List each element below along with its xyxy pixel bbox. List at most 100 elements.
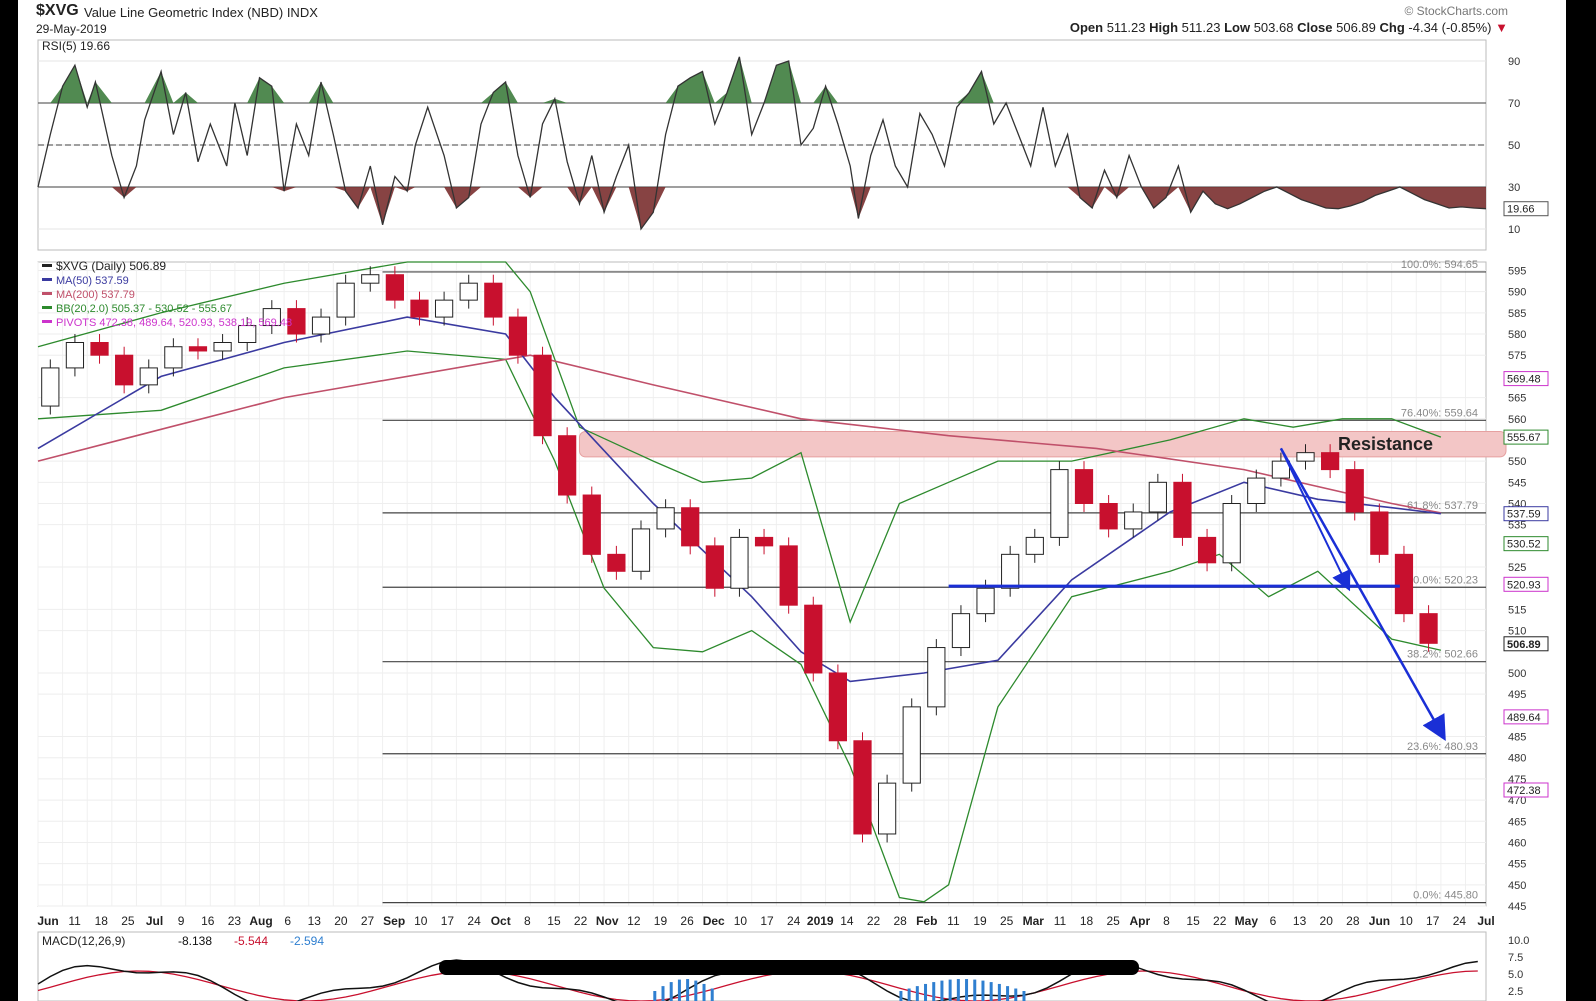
candle-body [533,354,552,437]
x-tick-label: 20 [1320,914,1334,928]
candle-body [804,604,823,674]
candle-body [1394,553,1414,615]
macd-histogram-bar [710,988,714,1001]
x-tick-label: Jun [1369,914,1390,928]
x-tick-label: 8 [524,914,531,928]
legend-swatch [42,320,52,323]
candle-body [607,553,626,572]
x-tick-label: 10 [734,914,748,928]
bollinger-lower-line [37,350,1442,903]
x-tick-label: 8 [1163,914,1170,928]
candle-body [828,672,848,742]
x-tick-label: 25 [121,914,135,928]
candle-body [1370,511,1389,555]
candle-body [262,308,281,327]
x-tick-label: 15 [547,914,561,928]
x-tick-label: 18 [1080,914,1094,928]
price-tick-label: 500 [1508,668,1526,680]
candle-body [41,367,60,407]
x-tick-label: 9 [178,914,185,928]
chart-frame: $XVG Value Line Geometric Index (NBD) IN… [18,0,1566,1001]
x-tick-label: Jul [1477,914,1494,928]
candle-body [188,346,208,352]
rsi-tick-label: 90 [1508,56,1520,68]
price-tick-label: 565 [1508,393,1526,405]
price-value-tag-label: 537.59 [1507,509,1541,521]
resistance-label: Resistance [1338,434,1433,454]
candle-body [361,274,380,284]
candle-body [754,536,774,547]
ohlc-readout: Open 511.23 High 511.23 Low 503.68 Close… [1070,20,1508,35]
candle-body [927,647,946,708]
price-tick-label: 580 [1508,329,1526,341]
candle-body [1099,503,1118,530]
index-name: Value Line Geometric Index (NBD) [84,5,284,20]
x-tick-label: Nov [596,914,619,928]
candle-body [1124,511,1143,530]
candle-body [558,435,577,496]
chg-value: -4.34 (-0.85%) [1408,20,1492,35]
x-tick-label: 11 [947,914,960,928]
price-value-tag [1503,536,1549,552]
macd-histogram-bar [669,982,673,1001]
rsi-tick-label: 30 [1508,182,1520,194]
x-tick-label: 15 [1186,914,1200,928]
rsi-tick-label: 10 [1508,224,1520,236]
x-tick-label: 10 [1399,914,1413,928]
price-value-tag [1503,576,1549,592]
close-label: Close [1297,20,1333,35]
x-tick-label: 6 [284,914,291,928]
open-value: 511.23 [1106,20,1146,35]
home-indicator-bar [439,960,1139,975]
x-tick-label: 17 [1426,914,1440,928]
x-tick-label: 14 [840,914,854,928]
rsi-tick-label: 70 [1508,98,1520,110]
macd-tick-label: 5.0 [1508,969,1523,981]
macd-histogram-bar [686,979,690,1001]
x-tick-label: Dec [703,914,725,928]
breakdown-arrow [1280,447,1351,592]
candle-body [287,308,306,335]
macd-tick-label: 10.0 [1508,935,1529,947]
candle-body [779,545,798,606]
x-tick-label: Mar [1023,914,1045,928]
open-label: Open [1069,20,1104,35]
macd-histogram-bar [956,979,960,1001]
candle-body [1419,613,1438,644]
x-tick-label: Oct [491,914,511,928]
macd-panel: MACD(12,26,9) -8.138 -5.544 -2.594 10.0 7.5 5.… [37,931,1529,1001]
candle-body [1247,477,1266,505]
legend-entry: BB(20,2.0) 505.37 - 530.52 - 555.67 [56,303,232,315]
low-value: 503.68 [1253,20,1294,35]
x-tick-label: 20 [334,914,348,928]
down-arrow-icon: ▼ [1495,20,1508,35]
candle-body [336,282,355,318]
x-tick-label: 28 [1346,914,1360,928]
candle-body [459,282,478,301]
rsi-line [37,56,1487,231]
candle-body [1001,553,1020,589]
fib-label: 0.0%: 445.80 [1413,890,1478,902]
candle-body [1222,503,1241,564]
x-tick-label: 16 [201,914,215,928]
macd-histogram-bar [915,986,919,1001]
price-value-tag-label: 489.64 [1507,712,1541,724]
x-tick-label: 18 [95,914,109,928]
price-value-tag [1503,636,1549,652]
candle-body [115,354,134,386]
candle-body [1025,536,1044,555]
candle-body [902,706,921,784]
candle-body [508,316,528,356]
x-tick-label: 11 [68,914,81,928]
bollinger-upper-line [37,261,1442,625]
candle-body [1296,452,1315,462]
macd-histogram-bar [981,980,985,1001]
price-tick-label: 515 [1508,604,1526,616]
macd-histogram-bar [899,991,903,1001]
chart-title: Value Line Geometric Index (NBD) INDX [84,5,318,20]
fib-label: 100.0%: 594.65 [1401,259,1478,271]
macd-histogram-bar [940,980,944,1001]
candle-body [1321,452,1340,471]
price-value-tag [1503,506,1549,522]
candle-body [90,342,109,356]
